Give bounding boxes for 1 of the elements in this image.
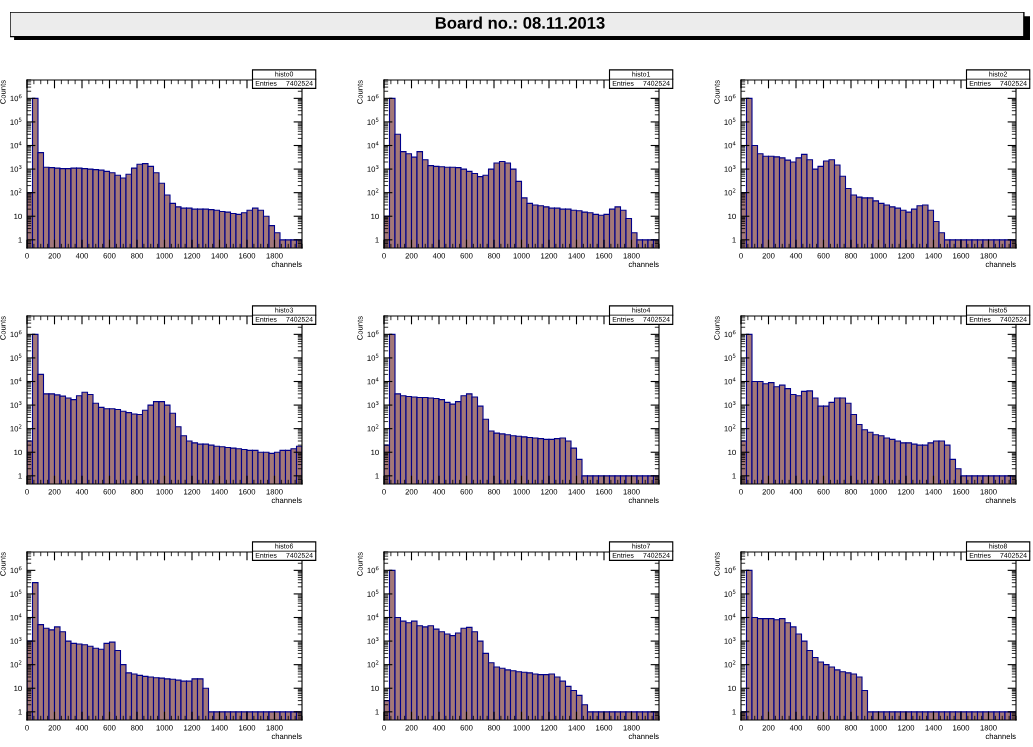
text: Board no.: 08.11.2013 — [435, 16, 605, 29]
